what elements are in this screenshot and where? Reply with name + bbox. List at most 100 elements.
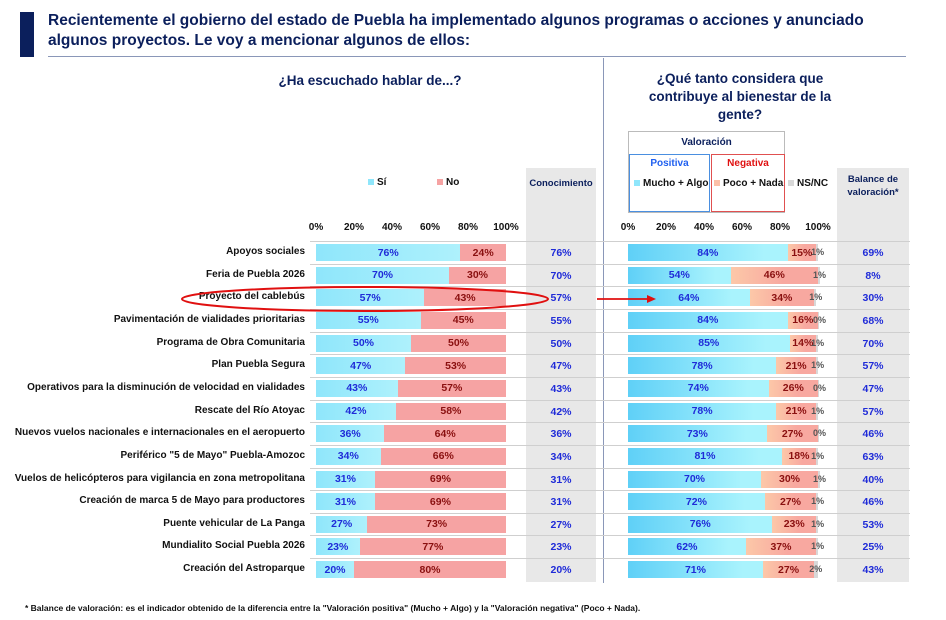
header-divider <box>48 56 906 57</box>
nsnc-label: 1% <box>811 247 825 257</box>
bar-negative: 15% <box>787 244 817 261</box>
conocimiento-value: 47% <box>550 360 572 373</box>
nsnc-label: 1% <box>813 473 827 484</box>
bar-no: 43% <box>424 289 506 307</box>
bar-no: 69% <box>374 493 506 511</box>
right-chart-title: ¿Qué tanto considera que contribuye al b… <box>648 71 832 122</box>
balance-value: 69% <box>862 247 884 259</box>
legend-si: Sí <box>368 177 386 188</box>
left-axis-tick: 100% <box>493 222 519 233</box>
category-label: Creación del Astroparque <box>183 563 305 575</box>
bar-si: 57% <box>316 289 425 307</box>
row-gridline <box>310 399 910 401</box>
legend-swatch <box>788 180 794 186</box>
bar-si: 31% <box>316 493 375 511</box>
row-gridline <box>310 512 910 514</box>
bar-positive: 81% <box>628 447 782 465</box>
balance-value: 57% <box>862 360 884 373</box>
bar-si: 23% <box>316 538 360 556</box>
row-gridline <box>310 376 910 378</box>
balance-value: 40% <box>862 473 884 486</box>
bar-si: 76% <box>316 244 461 261</box>
bar-positive: 54% <box>628 266 731 284</box>
legend-swatch <box>714 180 720 186</box>
bar-nsnc <box>818 379 820 397</box>
conocimiento-value: 76% <box>550 247 572 259</box>
bar-no: 66% <box>380 447 506 465</box>
bar-no: 30% <box>449 266 506 284</box>
conocimiento-value: 23% <box>550 541 572 554</box>
conocimiento-value: 70% <box>550 269 572 282</box>
bar-nsnc <box>814 561 818 579</box>
page-title: Recientemente el gobierno del estado de … <box>48 12 864 49</box>
right-axis-tick: 40% <box>693 222 714 233</box>
category-label: Proyecto del cablebús <box>198 291 305 303</box>
bar-no: 58% <box>395 402 506 420</box>
balance-value: 68% <box>862 314 884 327</box>
category-label: Periférico "5 de Mayo" Puebla-Amozoc <box>120 449 305 461</box>
conocimiento-header: Conocimiento <box>529 178 593 189</box>
balance-value: 30% <box>862 292 884 305</box>
row-gridline <box>310 535 910 537</box>
bar-si: 27% <box>316 515 368 533</box>
footnote: * Balance de valoración: es el indicador… <box>25 603 641 613</box>
nsnc-label: 1% <box>811 541 825 552</box>
bar-si: 47% <box>316 357 406 375</box>
nsnc-label: 1% <box>809 292 823 303</box>
legend-poco-nada: Poco + Nada <box>714 178 783 189</box>
bar-positive: 73% <box>628 425 767 443</box>
nsnc-label: 1% <box>811 518 825 529</box>
panel-divider <box>603 58 604 583</box>
negative-legend-box <box>711 154 785 212</box>
row-gridline <box>310 490 910 492</box>
conocimiento-value: 55% <box>550 314 572 327</box>
bar-nsnc <box>818 311 820 329</box>
bar-si: 43% <box>316 379 398 397</box>
bar-nsnc <box>818 266 820 284</box>
category-label: Apoyos sociales <box>226 246 305 257</box>
right-axis-tick: 20% <box>655 222 676 233</box>
category-label: Plan Puebla Segura <box>211 359 305 371</box>
highlight-ellipse <box>181 286 549 312</box>
bar-positive: 78% <box>628 357 777 375</box>
balance-value: 25% <box>862 541 884 554</box>
bar-nsnc <box>816 244 818 261</box>
bar-nsnc <box>816 515 818 533</box>
bar-negative: 37% <box>745 538 817 556</box>
bar-si: 36% <box>316 425 385 443</box>
bar-no: 64% <box>384 425 506 443</box>
balance-value: 46% <box>862 496 884 509</box>
bar-si: 34% <box>316 447 381 465</box>
right-axis-tick: 100% <box>805 222 831 233</box>
legend-swatch <box>634 180 640 186</box>
bar-no: 69% <box>374 470 506 488</box>
category-label: Creación de marca 5 de Mayo para product… <box>79 495 305 507</box>
bar-nsnc <box>816 538 818 556</box>
bar-negative: 26% <box>768 379 818 397</box>
bar-negative: 21% <box>776 402 817 420</box>
bar-si: 31% <box>316 470 375 488</box>
balance-value: 43% <box>862 564 884 577</box>
bar-no: 53% <box>405 357 506 375</box>
category-label: Operativos para la disminución de veloci… <box>27 381 305 393</box>
category-label: Puente vehicular de La Panga <box>163 517 305 529</box>
left-axis-tick: 0% <box>308 222 324 233</box>
nsnc-label: 1% <box>811 337 825 348</box>
bar-si: 50% <box>316 334 411 352</box>
bar-si: 42% <box>316 402 396 420</box>
bar-negative: 21% <box>776 357 817 375</box>
category-label: Pavimentación de vialidades prioritarias <box>113 313 305 325</box>
bar-positive: 85% <box>628 334 790 352</box>
bar-negative: 27% <box>762 561 815 579</box>
conocimiento-value: 34% <box>550 450 572 463</box>
nsnc-label: 1% <box>811 496 825 507</box>
legend-nsnc: NS/NC <box>788 178 828 189</box>
row-gridline <box>310 467 910 469</box>
bar-positive: 84% <box>628 244 788 261</box>
row-gridline <box>310 286 910 288</box>
bar-negative: 30% <box>761 470 818 488</box>
bar-positive: 84% <box>628 311 788 329</box>
nsnc-label: 1% <box>811 405 825 416</box>
nsnc-label: 0% <box>813 428 827 439</box>
bar-negative: 34% <box>749 289 815 307</box>
